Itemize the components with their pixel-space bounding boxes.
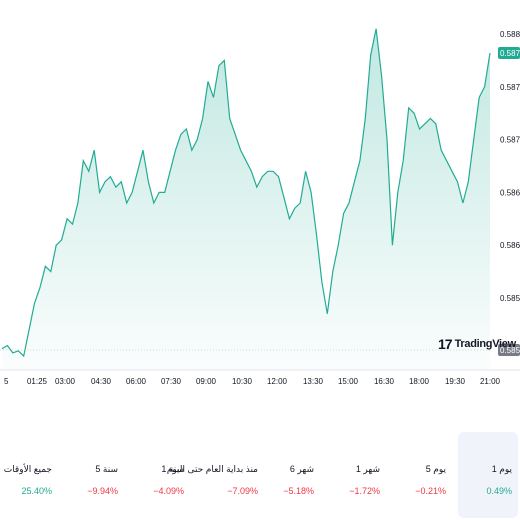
x-tick-label: 03:00 bbox=[55, 377, 76, 386]
x-tick-label: 07:30 bbox=[161, 377, 182, 386]
last-price-badge-bg bbox=[498, 47, 520, 60]
period-label: 5 يوم bbox=[425, 464, 446, 474]
price-area-fill bbox=[2, 28, 490, 370]
period-button[interactable]: 5 سنة −9.94% bbox=[58, 432, 124, 518]
period-change: 25.40% bbox=[21, 486, 52, 496]
x-tick-label: 06:00 bbox=[126, 377, 147, 386]
price-chart[interactable]: 5 01:25 03:00 04:30 06:00 07:30 09:00 10:30 12:0… bbox=[0, 0, 520, 400]
y-tick-label: 0.58750 bbox=[500, 83, 520, 92]
period-label: منذ بداية العام حتى اليوم bbox=[166, 464, 258, 474]
period-change: −5.18% bbox=[283, 486, 314, 496]
x-tick-label: 21:00 bbox=[480, 377, 501, 386]
y-tick-label: 0.58650 bbox=[500, 188, 520, 197]
period-change: −0.21% bbox=[415, 486, 446, 496]
x-tick-label: 13:30 bbox=[303, 377, 324, 386]
period-label: 1 شهر bbox=[355, 464, 380, 474]
y-tick-label: 0.58700 bbox=[500, 136, 520, 145]
period-button[interactable]: منذ بداية العام حتى اليوم −7.09% bbox=[167, 432, 264, 518]
x-tick-label: 12:00 bbox=[267, 377, 288, 386]
x-axis: 5 01:25 03:00 04:30 06:00 07:30 09:00 10:30 12:0… bbox=[4, 377, 501, 386]
y-tick-label: 0.58800 bbox=[500, 30, 520, 39]
period-label: 1 سنة bbox=[161, 464, 184, 474]
period-label: 1 يوم bbox=[491, 464, 512, 474]
tradingview-logo[interactable]: 17 TradingView bbox=[438, 333, 516, 355]
period-button[interactable]: 6 شهر −5.18% bbox=[254, 432, 320, 518]
period-button[interactable]: جميع الأوقات 25.40% bbox=[0, 432, 58, 518]
period-selector: 1 يوم 0.49% 5 يوم −0.21% 1 شهر −1.72% 6 شهر −5.… bbox=[0, 432, 520, 518]
period-change: −4.09% bbox=[153, 486, 184, 496]
price-line bbox=[1, 28, 491, 358]
period-button[interactable]: 1 شهر −1.72% bbox=[320, 432, 386, 518]
period-button[interactable]: 1 سنة −4.09% bbox=[124, 432, 190, 518]
period-button[interactable]: 1 يوم 0.49% bbox=[458, 432, 518, 518]
period-change: −7.09% bbox=[227, 486, 258, 496]
y-tick-label: 0.58550 bbox=[500, 294, 520, 303]
x-tick-label: 09:00 bbox=[196, 377, 217, 386]
period-change: 0.49% bbox=[486, 486, 512, 496]
y-axis: 0.58800 0.58750 0.58700 0.58650 0.58600 0.585… bbox=[500, 30, 520, 303]
x-tick-label: 5 bbox=[4, 377, 9, 386]
base-price-badge: 0.58502 bbox=[500, 346, 520, 355]
period-label: 5 سنة bbox=[95, 464, 118, 474]
period-label: جميع الأوقات bbox=[3, 464, 52, 474]
tradingview-mark-icon: 17 bbox=[438, 336, 453, 352]
period-change: −1.72% bbox=[349, 486, 380, 496]
last-price-badge: 0.58782 bbox=[500, 49, 520, 58]
x-tick-label: 16:30 bbox=[374, 377, 395, 386]
x-tick-label: 19:30 bbox=[445, 377, 466, 386]
period-button[interactable]: 5 يوم −0.21% bbox=[386, 432, 452, 518]
x-tick-label: 15:00 bbox=[338, 377, 359, 386]
area-layer bbox=[1, 28, 491, 370]
x-tick-label: 01:25 bbox=[27, 377, 48, 386]
x-tick-label: 10:30 bbox=[232, 377, 253, 386]
y-tick-label: 0.58600 bbox=[500, 241, 520, 250]
period-change: −9.94% bbox=[87, 486, 118, 496]
price-badges: 0.58782 0.58502 bbox=[498, 47, 520, 356]
x-tick-label: 18:00 bbox=[409, 377, 430, 386]
base-price-badge-bg bbox=[498, 344, 520, 356]
tradingview-wordmark: TradingView bbox=[454, 338, 517, 350]
period-label: 6 شهر bbox=[289, 464, 314, 474]
x-tick-label: 04:30 bbox=[91, 377, 112, 386]
